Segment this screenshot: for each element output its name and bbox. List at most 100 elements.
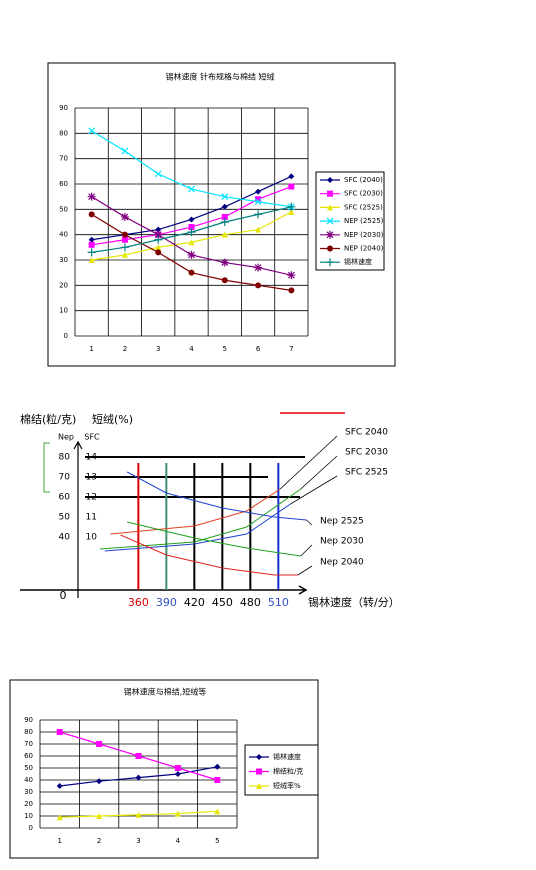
marker [327,177,333,183]
x-tick-label: 7 [289,345,293,353]
y-tick-label: 90 [59,104,68,112]
marker [88,236,95,243]
x-tick-label: 3 [156,345,160,353]
x-tick-label: 5 [215,837,219,845]
leader-line [300,544,313,557]
x-tick-label: 4 [176,837,181,845]
y-tick-label: 80 [59,453,71,463]
legend-label: NEP (2525) [344,217,384,225]
legend-label: 锡林速度 [344,257,372,266]
marker [88,211,95,218]
x-tick-label: 1 [89,345,93,353]
x-tick-label: 390 [156,596,177,609]
marker [155,244,162,251]
x-tick-label: 6 [256,345,261,353]
marker [326,217,334,225]
y-tick-label: 30 [59,256,68,264]
leader-line [300,455,338,490]
marker [135,753,142,759]
marker [221,203,228,210]
marker [288,287,295,294]
y-tick-label: 40 [59,231,68,239]
y-tick-label: 60 [59,493,71,503]
marker [214,777,221,783]
marker [288,173,295,180]
marker [255,282,262,289]
marker [288,208,295,215]
y-tick-label: 60 [24,752,33,760]
y-tick-label: 60 [59,180,68,188]
y-tick-label: 40 [59,533,71,543]
y-axis-name: Nep [58,433,74,442]
marker [255,226,262,233]
y-tick-label: 50 [59,513,71,523]
y-tick-label: 0 [64,332,68,340]
y-tick-label: 20 [24,800,33,808]
y-tick-label: 70 [59,155,68,163]
marker [174,771,181,777]
series-line [127,521,301,557]
legend-label: SFC (2030) [344,190,383,198]
marker [255,188,262,195]
marker [121,251,128,258]
legend-label: SFC (2525) [344,203,383,211]
marker [221,277,228,284]
marker [135,774,142,781]
marker [187,228,196,237]
marker [56,783,63,789]
marker [155,249,162,256]
marker [187,250,196,259]
marker [96,778,103,785]
marker [88,241,95,248]
marker [326,258,334,267]
leader-line [290,475,338,505]
marker [154,235,163,244]
marker [327,190,333,197]
marker [155,226,162,233]
chart-title: 锡林速度与棉结,短绒等 [124,687,207,697]
marker [220,218,229,226]
marker [188,269,195,276]
y-tick-label: 10 [24,812,33,820]
origin-label: 0 [60,589,67,602]
x-axis [20,585,308,595]
marker [188,239,195,246]
legend-label: 锡林速度 [273,752,301,761]
x-axis-label: 锡林速度（转/分） [308,595,400,609]
y-tick-label: 50 [59,205,68,213]
marker [254,198,262,206]
chart-frame [47,62,396,367]
legend-label: NEP (2040) [344,245,384,253]
x-tick-label: 1 [57,837,61,845]
series-line [100,488,302,550]
x-tick-label: 510 [268,596,289,609]
x-tick-label: 420 [184,596,205,609]
x-tick-label: 3 [136,837,140,845]
marker [56,814,63,821]
legend-label: SFC (2040) [344,176,383,184]
y2-tick-label: 10 [86,533,98,543]
y-tick-label: 80 [59,129,68,137]
marker [221,193,229,201]
marker [88,257,95,263]
marker [88,127,96,135]
y-tick-label: 40 [24,776,33,784]
series-line [104,503,291,552]
leader-line [306,519,313,526]
y-tick-label: 0 [29,824,33,832]
legend-label: NEP (2030) [344,231,384,239]
marker [287,271,296,280]
x-tick-label: 480 [240,596,261,609]
legend-label: 短绒率% [273,781,301,790]
y-tick-label: 20 [59,281,68,289]
marker [56,729,63,735]
series-line [91,130,292,208]
y2-axis-name: SFC [84,433,100,442]
series-line [110,488,281,535]
series-label: SFC 2040 [345,428,388,438]
marker [121,231,128,238]
series-label: SFC 2525 [345,468,388,478]
marker [188,224,195,231]
marker [287,202,296,211]
